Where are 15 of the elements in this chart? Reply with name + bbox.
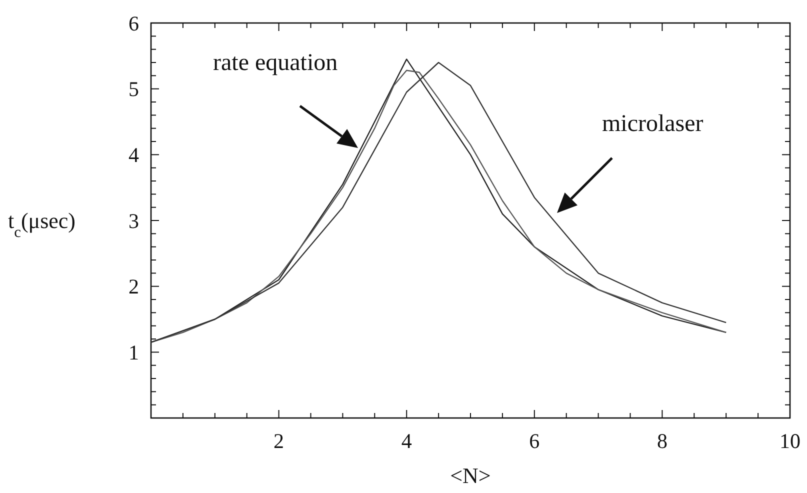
y-axis-title: t$_{c}$(μsec) — [8, 208, 76, 241]
x-tick-label: 6 — [529, 429, 540, 453]
x-tick-label: 4 — [401, 429, 412, 453]
x-axis-title: <N> — [450, 463, 491, 488]
annotation: rate equation — [213, 50, 338, 76]
y-tick-label: 3 — [128, 208, 139, 233]
x-tick-label: 10 — [780, 429, 800, 453]
y-tick-label: 6 — [128, 11, 139, 36]
annotation: microlaser — [602, 111, 704, 137]
x-tick-label: 2 — [274, 429, 284, 453]
y-tick-label: 1 — [128, 340, 139, 365]
y-tick-label: 5 — [128, 77, 139, 102]
y-tick-label: 4 — [128, 143, 140, 168]
y-tick-label: 2 — [128, 274, 139, 299]
x-tick-label: 8 — [656, 429, 668, 453]
